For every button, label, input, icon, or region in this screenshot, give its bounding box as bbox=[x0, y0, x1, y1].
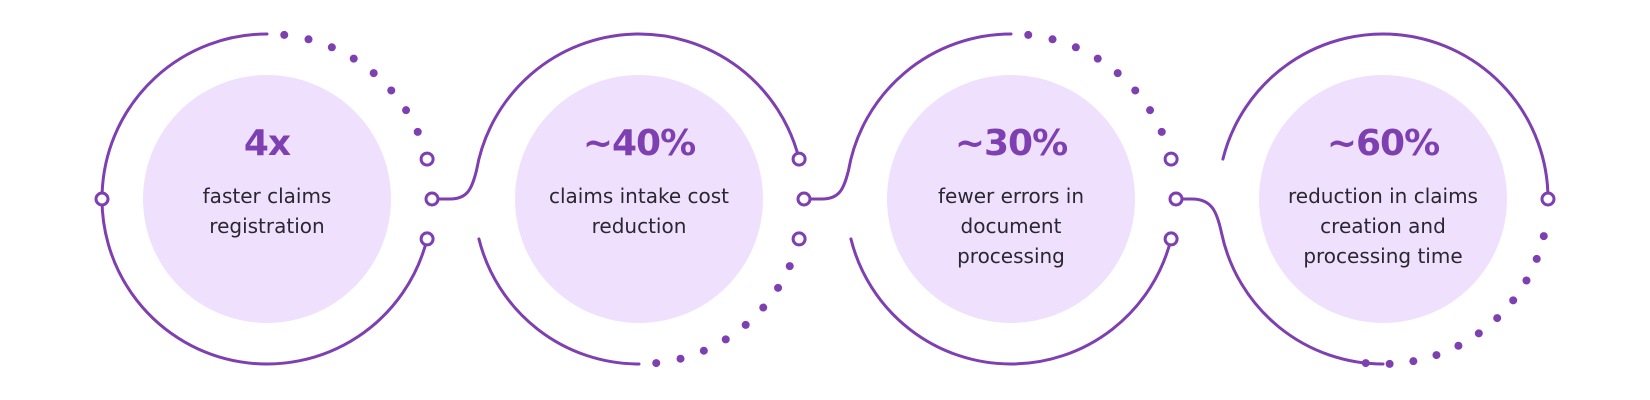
ring-dot bbox=[413, 127, 422, 136]
ring-node bbox=[94, 191, 110, 207]
stat-circle-2: ~40% claims intake cost reduction bbox=[515, 75, 763, 323]
ring-dot bbox=[1522, 276, 1531, 285]
ring-dot bbox=[676, 354, 685, 363]
ring-arc bbox=[475, 32, 801, 172]
stat-value: ~30% bbox=[954, 123, 1068, 164]
ring-dot bbox=[349, 54, 358, 63]
ring-node bbox=[419, 231, 435, 247]
ring-dot bbox=[759, 303, 768, 312]
stat-value: ~60% bbox=[1326, 123, 1440, 164]
stat-circle-3: ~30% fewer errors in document processing bbox=[887, 75, 1135, 323]
ring-dot bbox=[741, 320, 750, 329]
ring-dot bbox=[1071, 43, 1080, 52]
ring-node bbox=[424, 191, 440, 207]
connector-line bbox=[438, 169, 478, 201]
ring-dot bbox=[1157, 127, 1166, 136]
stat-circle-4: ~60% reduction in claims creation and pr… bbox=[1259, 75, 1507, 323]
ring-arc bbox=[849, 237, 1173, 366]
ring-dot bbox=[387, 86, 396, 95]
stat-label: fewer errors in document processing bbox=[937, 184, 1084, 268]
ring-dot bbox=[369, 69, 378, 78]
ring-dot bbox=[1539, 232, 1548, 241]
ring-dot bbox=[280, 30, 289, 39]
ring-node bbox=[791, 151, 807, 167]
ring-dot bbox=[1361, 359, 1370, 368]
ring-arc bbox=[100, 32, 429, 366]
ring-node bbox=[1168, 191, 1184, 207]
ring-node bbox=[796, 191, 812, 207]
ring-dot bbox=[1409, 357, 1418, 366]
ring-dot bbox=[785, 262, 794, 271]
stat-label: reduction in claims creation and process… bbox=[1288, 184, 1478, 268]
ring-arc bbox=[1221, 32, 1550, 201]
ring-dot bbox=[1474, 329, 1483, 338]
ring-dot bbox=[304, 35, 313, 44]
ring-dot bbox=[1454, 341, 1463, 350]
ring-dot bbox=[402, 106, 411, 115]
ring-dot bbox=[1093, 54, 1102, 63]
ring-node bbox=[419, 151, 435, 167]
ring-node bbox=[1163, 231, 1179, 247]
connector-line bbox=[810, 169, 850, 201]
ring-dot bbox=[774, 283, 783, 292]
ring-dot bbox=[1432, 351, 1441, 360]
ring-node bbox=[1540, 191, 1556, 207]
ring-node bbox=[791, 231, 807, 247]
stat-label: claims intake cost reduction bbox=[549, 184, 729, 238]
ring-dot bbox=[1024, 30, 1033, 39]
stat-circle-1: 4x faster claims registration bbox=[143, 75, 391, 323]
ring-arc bbox=[847, 32, 1013, 172]
ring-arc bbox=[477, 237, 641, 366]
stat-value: 4x bbox=[243, 123, 291, 164]
ring-dot bbox=[1493, 314, 1502, 323]
ring-dot bbox=[1146, 106, 1155, 115]
ring-dot bbox=[327, 43, 336, 52]
ring-dot bbox=[1113, 69, 1122, 78]
ring-node bbox=[1163, 151, 1179, 167]
stat-value: ~40% bbox=[582, 123, 696, 164]
ring-dot bbox=[1131, 86, 1140, 95]
stat-label: faster claims registration bbox=[202, 184, 332, 238]
connector-line bbox=[1182, 197, 1224, 234]
ring-arc bbox=[1220, 231, 1385, 366]
ring-dot bbox=[721, 335, 730, 344]
ring-dot bbox=[1532, 254, 1541, 263]
ring-dot bbox=[1509, 296, 1518, 305]
ring-dot bbox=[652, 359, 661, 368]
ring-dot bbox=[699, 346, 708, 355]
ring-dot bbox=[1048, 35, 1057, 44]
ring-dot bbox=[1385, 359, 1394, 368]
